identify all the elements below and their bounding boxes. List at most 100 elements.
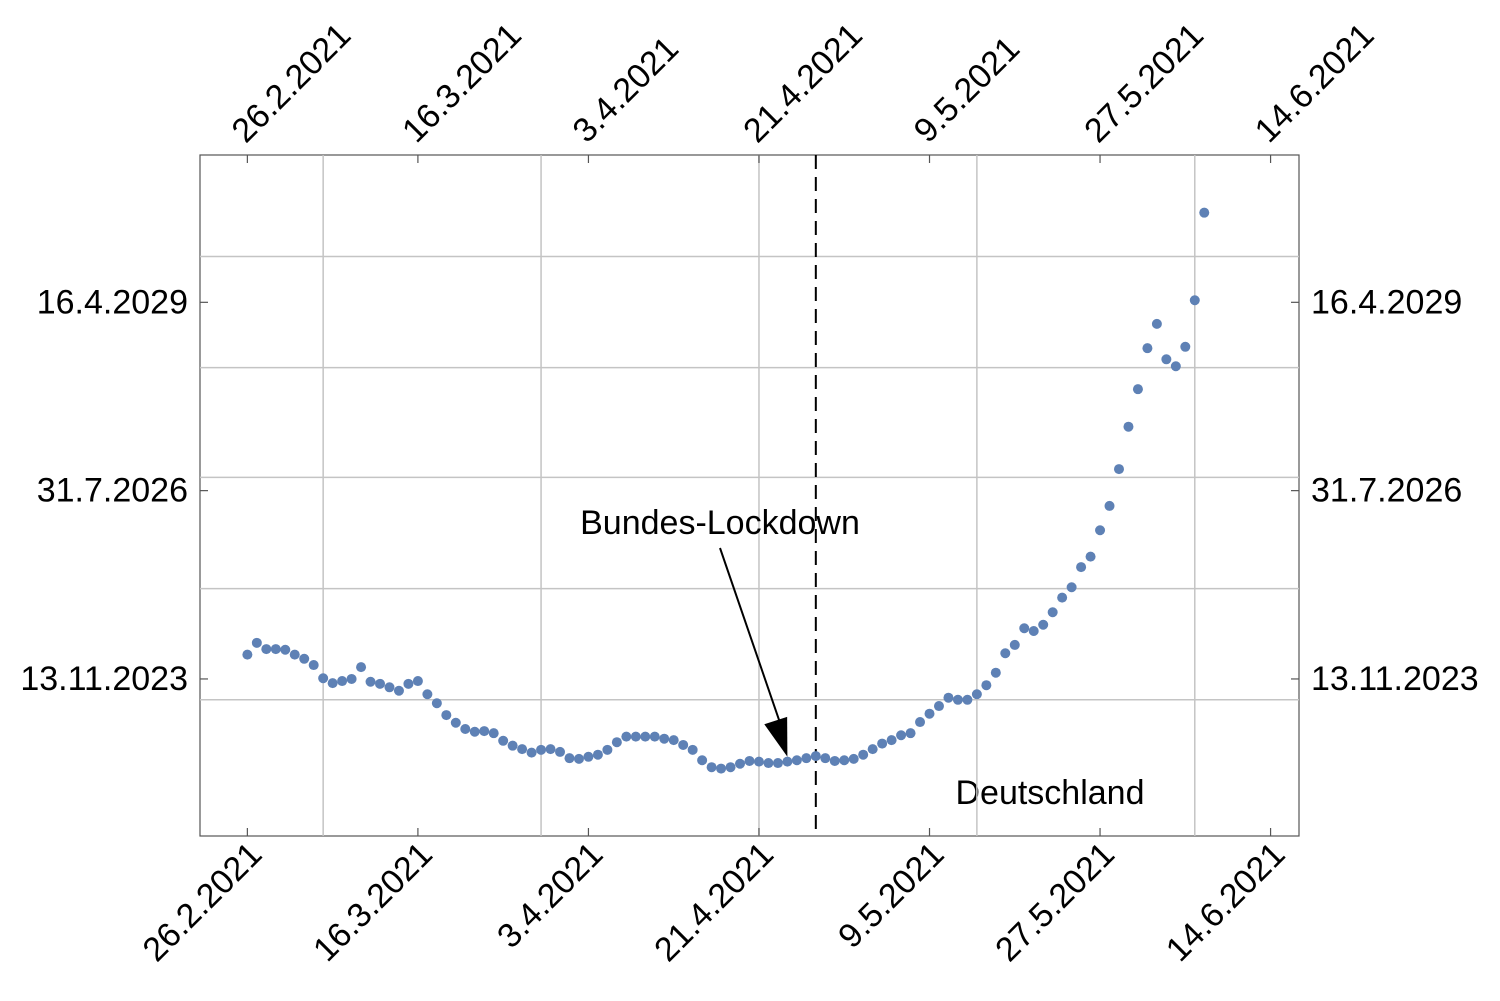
data-point [1028, 626, 1039, 637]
data-point [877, 738, 888, 749]
data-point [299, 653, 310, 664]
x-tick-label-top: 3.4.2021 [566, 30, 686, 150]
x-tick-label-top: 14.6.2021 [1248, 16, 1382, 150]
data-point [687, 744, 698, 755]
y-tick-label: 16.4.2029 [37, 283, 188, 321]
data-point [308, 660, 319, 671]
data-point [820, 753, 831, 764]
data-point [971, 689, 982, 700]
data-point [1095, 525, 1106, 536]
data-point [261, 644, 272, 655]
data-point [829, 755, 840, 766]
data-point [839, 755, 850, 766]
annotation-arrow [719, 547, 783, 728]
data-point [962, 694, 973, 705]
data-point [507, 740, 518, 751]
data-point [744, 755, 755, 766]
x-tick-label: 14.6.2021 [1159, 835, 1293, 969]
data-point [621, 731, 632, 742]
data-point [498, 735, 509, 746]
data-point [289, 649, 300, 660]
x-tick-label-top: 16.3.2021 [395, 16, 529, 150]
data-point [280, 644, 291, 655]
data-point [545, 744, 556, 755]
data-point [346, 673, 357, 684]
data-point [981, 680, 992, 691]
data-point [697, 755, 708, 766]
y-tick-label-right: 16.4.2029 [1311, 283, 1462, 321]
data-point [270, 644, 281, 655]
data-point [1123, 421, 1134, 432]
data-point [384, 682, 395, 693]
data-point [536, 744, 547, 755]
data-point [1180, 341, 1191, 352]
data-point [1113, 464, 1124, 475]
data-point [583, 751, 594, 762]
data-point [791, 755, 802, 766]
data-point [1000, 648, 1011, 659]
data-point [678, 739, 689, 750]
x-tick-label-top: 26.2.2021 [225, 16, 359, 150]
data-point [327, 678, 338, 689]
data-point [1199, 207, 1210, 218]
data-point [943, 692, 954, 703]
data-point [735, 758, 746, 769]
data-point [488, 728, 499, 739]
data-point [479, 726, 490, 737]
data-point [1170, 361, 1181, 372]
data-point [1132, 384, 1143, 395]
annotation-arrowhead [764, 716, 788, 757]
data-point [1019, 623, 1030, 634]
data-point [706, 762, 717, 773]
data-point [318, 673, 329, 684]
data-point [431, 698, 442, 709]
data-point [611, 737, 622, 748]
data-point [772, 758, 783, 769]
data-point [763, 758, 774, 769]
y-tick-label: 31.7.2026 [37, 472, 188, 510]
data-point [251, 637, 262, 648]
x-tick-label: 26.2.2021 [136, 835, 270, 969]
data-point [1189, 295, 1200, 306]
data-point [573, 753, 584, 764]
data-point [1038, 619, 1049, 630]
x-tick-label: 9.5.2021 [831, 835, 951, 955]
data-point [460, 723, 471, 734]
data-point [1066, 582, 1077, 593]
data-point [441, 710, 452, 721]
data-point [1151, 318, 1162, 329]
data-point [640, 731, 651, 742]
data-point [422, 689, 433, 700]
data-point [337, 676, 348, 687]
data-point [403, 678, 414, 689]
data-point [393, 685, 404, 696]
data-point [753, 756, 764, 767]
data-point [526, 747, 537, 758]
data-point [886, 735, 897, 746]
x-tick-label-top: 27.5.2021 [1077, 16, 1211, 150]
data-point [630, 731, 641, 742]
data-point [1142, 343, 1153, 354]
data-point [1009, 639, 1020, 650]
data-point [990, 667, 1001, 678]
data-point [848, 753, 859, 764]
x-tick-label: 16.3.2021 [306, 835, 440, 969]
data-point [469, 726, 480, 737]
data-point [659, 733, 670, 744]
y-tick-label-right: 31.7.2026 [1311, 472, 1462, 510]
x-tick-label: 21.4.2021 [647, 835, 781, 969]
x-tick-label: 27.5.2021 [988, 835, 1122, 969]
data-point [1161, 354, 1172, 365]
y-tick-label-right: 13.11.2023 [1311, 660, 1479, 698]
data-point [867, 744, 878, 755]
data-point [555, 746, 566, 757]
data-point [905, 728, 916, 739]
annotation-text: Bundes-Lockdown [580, 504, 860, 542]
data-point [1085, 551, 1096, 562]
data-point [952, 694, 963, 705]
x-tick-label-top: 21.4.2021 [736, 16, 870, 150]
data-point [896, 730, 907, 741]
data-point [810, 751, 821, 762]
